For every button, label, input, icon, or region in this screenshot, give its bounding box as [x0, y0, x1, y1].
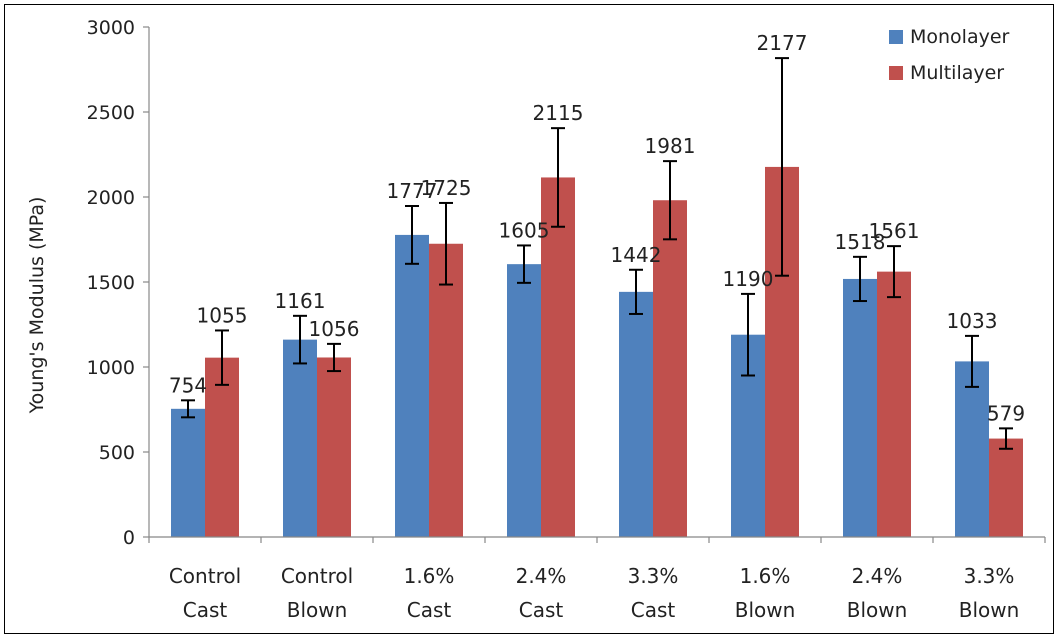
- data-label: 1561: [869, 219, 920, 243]
- bar-monolayer: [843, 278, 877, 537]
- data-label: 754: [169, 373, 207, 397]
- legend-swatch-multilayer: [889, 66, 903, 80]
- x-category-label: Blown: [735, 598, 796, 622]
- data-label: 1033: [947, 309, 998, 333]
- data-label: 1777: [387, 179, 438, 203]
- y-tick-label: 1000: [87, 357, 135, 379]
- x-category-label: 1.6%: [740, 564, 791, 588]
- data-labels: 754 1161 1777 1605 1442 1190 1518 1033 1055 1056 1…: [169, 31, 1025, 425]
- bar-multilayer: [317, 357, 351, 537]
- x-category-label: 2.4%: [516, 564, 567, 588]
- x-category-label: Cast: [407, 598, 452, 622]
- data-label: 1056: [309, 317, 360, 341]
- x-category-label: Control: [281, 564, 353, 588]
- x-category-label: 1.6%: [404, 564, 455, 588]
- y-axis-title: Young's Modulus (MPa): [26, 197, 48, 415]
- y-tick-label: 2500: [87, 102, 135, 124]
- bar-monolayer: [283, 339, 317, 537]
- bar-monolayer: [171, 408, 205, 537]
- bar-multilayer: [205, 357, 239, 537]
- bar-multilayer: [429, 243, 463, 537]
- x-category-label: Blown: [847, 598, 908, 622]
- data-label: 579: [987, 401, 1025, 425]
- data-label: 1161: [275, 289, 326, 313]
- x-category-label: 3.3%: [964, 564, 1015, 588]
- data-label: 1981: [645, 134, 696, 158]
- data-label: 1605: [499, 218, 550, 242]
- y-tick-label: 2000: [87, 187, 135, 209]
- data-label: 1055: [197, 303, 248, 327]
- x-category-label: 2.4%: [852, 564, 903, 588]
- legend-label: Multilayer: [910, 62, 1004, 84]
- x-category-label: Blown: [287, 598, 348, 622]
- bar-multilayer: [877, 271, 911, 537]
- data-label: 1442: [611, 243, 662, 267]
- bar-monolayer: [619, 291, 653, 537]
- data-label: 2115: [533, 101, 584, 125]
- x-axis-categories: Control Cast Control Blown 1.6% Cast 2.4% Cast 3…: [148, 537, 1046, 622]
- bar-multilayer: [541, 177, 575, 537]
- legend-swatch-monolayer: [889, 30, 903, 44]
- x-category-label: Cast: [183, 598, 228, 622]
- legend-label: Monolayer: [910, 26, 1010, 48]
- bar-monolayer: [395, 234, 429, 537]
- bar-monolayer: [955, 361, 989, 537]
- y-tick-label: 1500: [87, 272, 135, 294]
- x-category-label: 3.3%: [628, 564, 679, 588]
- x-category-label: Cast: [519, 598, 564, 622]
- x-category-label: Control: [169, 564, 241, 588]
- bars: [171, 166, 1023, 538]
- bar-multilayer: [653, 200, 687, 538]
- chart-frame: 0 500 1000 1500 2000 2500 3000 754 1161 1777 1605…: [4, 4, 1054, 634]
- y-tick-label: 0: [123, 527, 135, 549]
- bar-chart: 0 500 1000 1500 2000 2500 3000 754 1161 1777 1605…: [26, 17, 1046, 622]
- data-label: 1518: [835, 230, 886, 254]
- legend: Monolayer Multilayer: [889, 26, 1010, 84]
- y-axis-ticks: 0 500 1000 1500 2000 2500 3000: [87, 17, 149, 549]
- data-label: 2177: [757, 31, 808, 55]
- bar-monolayer: [507, 264, 541, 537]
- data-label: 1725: [421, 176, 472, 200]
- x-category-label: Blown: [959, 598, 1020, 622]
- x-category-label: Cast: [631, 598, 676, 622]
- y-tick-label: 3000: [87, 17, 135, 39]
- error-bars: [181, 57, 1013, 450]
- bar-multilayer: [989, 438, 1023, 537]
- data-label: 1190: [723, 267, 774, 291]
- y-tick-label: 500: [99, 442, 135, 464]
